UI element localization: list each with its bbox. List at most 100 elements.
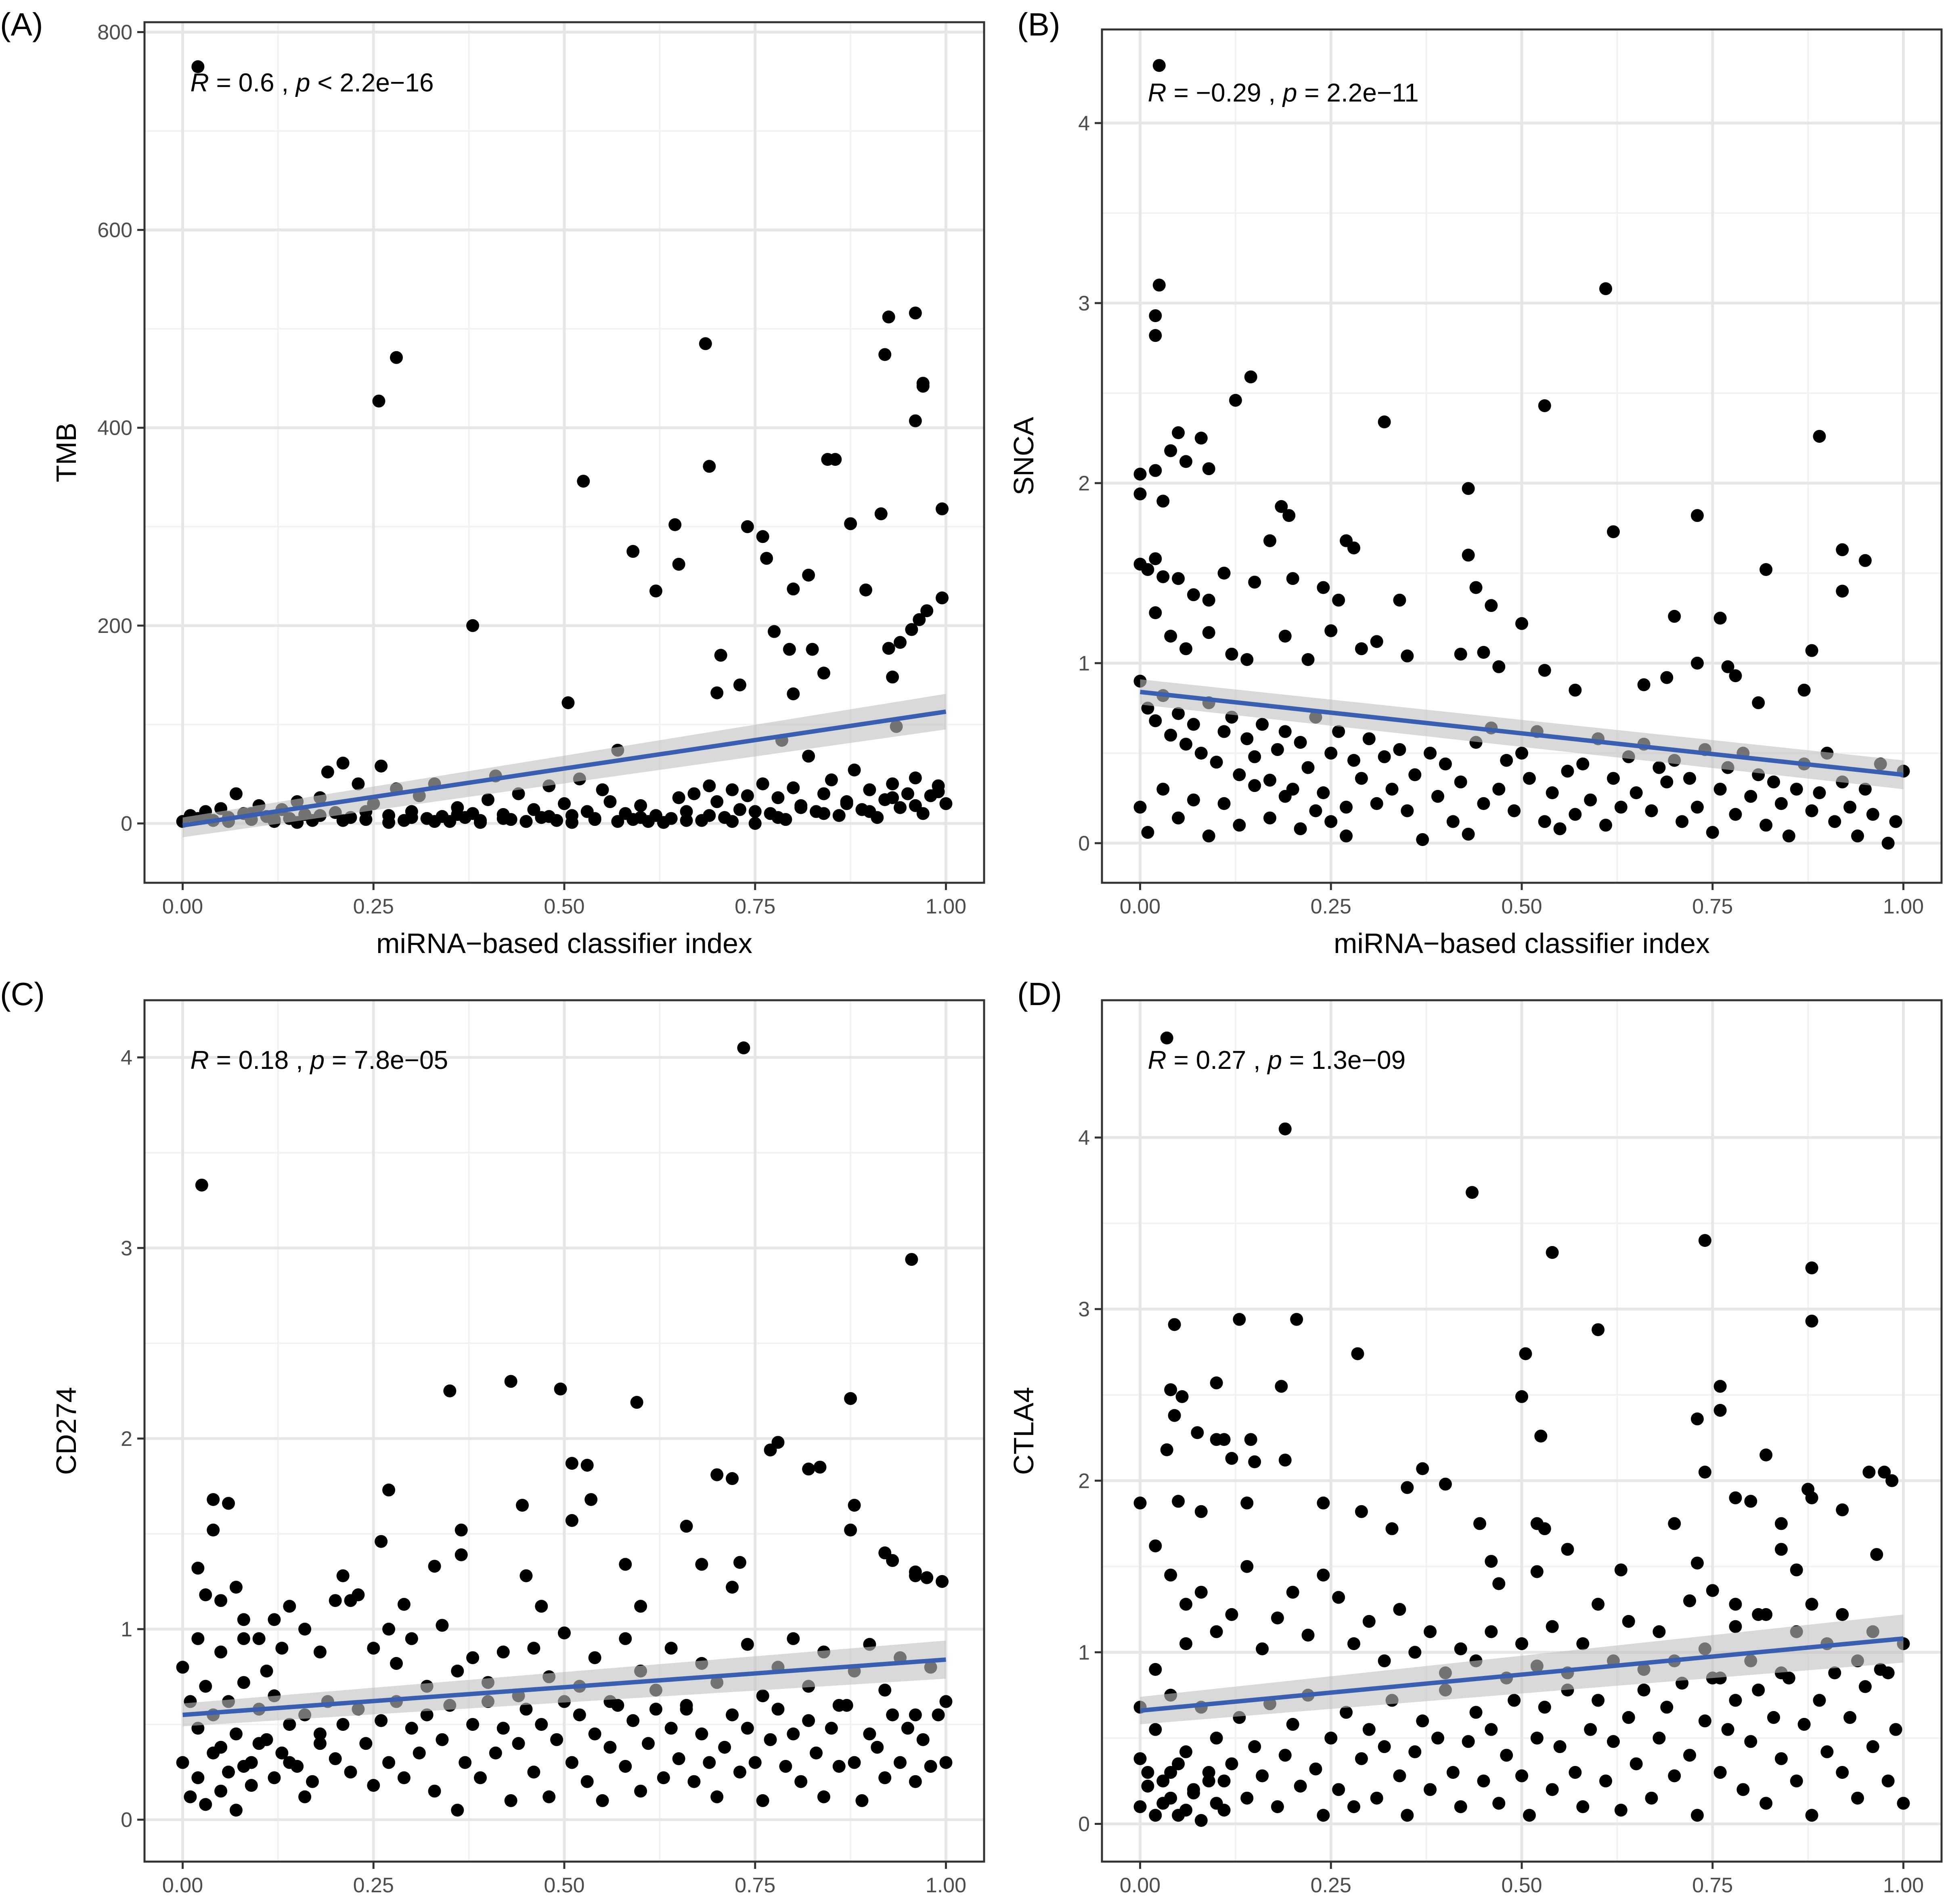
data-point bbox=[909, 799, 922, 812]
data-point bbox=[1172, 1495, 1185, 1508]
data-point bbox=[1515, 617, 1528, 630]
data-point bbox=[844, 1523, 857, 1537]
data-point bbox=[832, 809, 846, 822]
data-point bbox=[474, 1771, 487, 1785]
data-point bbox=[1401, 649, 1414, 663]
data-point bbox=[1805, 1491, 1818, 1504]
data-point bbox=[726, 1708, 739, 1722]
data-point bbox=[1446, 815, 1460, 828]
data-point bbox=[1630, 1757, 1643, 1770]
data-point bbox=[1439, 757, 1452, 771]
data-point bbox=[372, 394, 385, 408]
data-point bbox=[1729, 1620, 1742, 1633]
data-point bbox=[1324, 624, 1338, 637]
data-point bbox=[1408, 768, 1422, 781]
data-point bbox=[1240, 1560, 1254, 1573]
data-point bbox=[936, 591, 949, 605]
data-point bbox=[367, 1779, 380, 1792]
data-point bbox=[1874, 1663, 1887, 1676]
data-point bbox=[1878, 1466, 1891, 1479]
data-point bbox=[1698, 1234, 1711, 1247]
data-point bbox=[489, 1746, 502, 1759]
data-point bbox=[1866, 1740, 1879, 1753]
data-point bbox=[619, 1632, 632, 1645]
data-point bbox=[1149, 714, 1162, 727]
data-point bbox=[657, 816, 670, 829]
data-point bbox=[375, 1535, 388, 1548]
data-point bbox=[1473, 1517, 1486, 1530]
data-point bbox=[1519, 1347, 1532, 1360]
data-point bbox=[603, 1741, 617, 1754]
y-tick-label: 3 bbox=[1078, 1298, 1090, 1321]
data-point bbox=[1233, 1313, 1246, 1326]
data-point bbox=[1569, 1766, 1582, 1779]
data-point bbox=[1168, 1409, 1181, 1422]
data-point bbox=[1797, 1718, 1811, 1731]
data-point bbox=[1378, 750, 1391, 763]
data-point bbox=[1194, 1505, 1208, 1518]
stat-symbol: R bbox=[1148, 78, 1166, 107]
data-point bbox=[237, 1632, 250, 1645]
data-point bbox=[741, 520, 754, 533]
data-point bbox=[1340, 800, 1353, 814]
data-point bbox=[1401, 1809, 1414, 1822]
data-point bbox=[1294, 822, 1307, 836]
data-point bbox=[455, 1523, 468, 1537]
data-point bbox=[237, 1676, 250, 1689]
data-point bbox=[1576, 1800, 1590, 1813]
data-point bbox=[580, 1775, 594, 1788]
data-point bbox=[1156, 1774, 1170, 1788]
x-tick-label: 0.50 bbox=[544, 1874, 584, 1897]
data-point bbox=[932, 1708, 945, 1722]
stat-symbol: R bbox=[190, 1045, 209, 1075]
data-point bbox=[252, 1737, 266, 1750]
data-point bbox=[474, 816, 487, 829]
x-tick-label: 0.75 bbox=[1692, 1874, 1733, 1897]
data-point bbox=[1164, 1791, 1177, 1805]
data-point bbox=[1500, 754, 1513, 767]
y-tick-label: 800 bbox=[97, 21, 132, 44]
data-point bbox=[191, 1771, 205, 1785]
stat-value: = 0.6 , bbox=[209, 68, 296, 97]
data-point bbox=[1210, 1625, 1223, 1638]
data-point bbox=[1179, 1803, 1192, 1817]
data-point bbox=[1244, 1433, 1257, 1446]
data-point bbox=[1774, 1517, 1788, 1530]
regression-line bbox=[182, 1657, 946, 1717]
data-point bbox=[1370, 797, 1383, 810]
data-point bbox=[1149, 309, 1162, 323]
data-point bbox=[1210, 1797, 1223, 1810]
data-point bbox=[275, 1746, 289, 1759]
data-point bbox=[1885, 1474, 1899, 1487]
data-point bbox=[390, 1657, 403, 1670]
data-point bbox=[878, 1771, 892, 1785]
data-point bbox=[817, 666, 830, 680]
data-point bbox=[1225, 1757, 1238, 1770]
chart-root: 0.00 0.25 0.50 0.75 1.000200400600800miRNA−b… bbox=[0, 6, 1943, 1897]
data-point bbox=[1813, 429, 1826, 443]
data-point bbox=[1290, 1313, 1303, 1326]
data-point bbox=[405, 1632, 418, 1645]
data-point bbox=[1736, 1783, 1750, 1796]
data-point bbox=[1225, 1452, 1238, 1465]
data-point bbox=[1156, 570, 1170, 583]
data-point bbox=[558, 1626, 571, 1640]
data-point bbox=[1210, 1731, 1223, 1745]
data-point bbox=[1256, 718, 1269, 731]
confidence-band bbox=[1140, 1614, 1904, 1724]
data-point bbox=[1546, 786, 1559, 800]
data-point bbox=[1508, 1694, 1521, 1707]
data-point bbox=[214, 1785, 228, 1798]
data-point bbox=[1347, 1637, 1360, 1651]
stat-symbol: p bbox=[1282, 78, 1297, 107]
data-point bbox=[268, 1771, 281, 1785]
data-point bbox=[1759, 563, 1773, 576]
data-point bbox=[1592, 1598, 1605, 1611]
x-tick-label: 1.00 bbox=[926, 895, 966, 918]
data-point bbox=[848, 1499, 861, 1512]
data-point bbox=[1530, 1731, 1544, 1745]
data-point bbox=[176, 1756, 189, 1769]
data-point bbox=[1614, 1563, 1628, 1577]
data-point bbox=[443, 1384, 457, 1397]
data-point bbox=[1546, 1783, 1559, 1796]
